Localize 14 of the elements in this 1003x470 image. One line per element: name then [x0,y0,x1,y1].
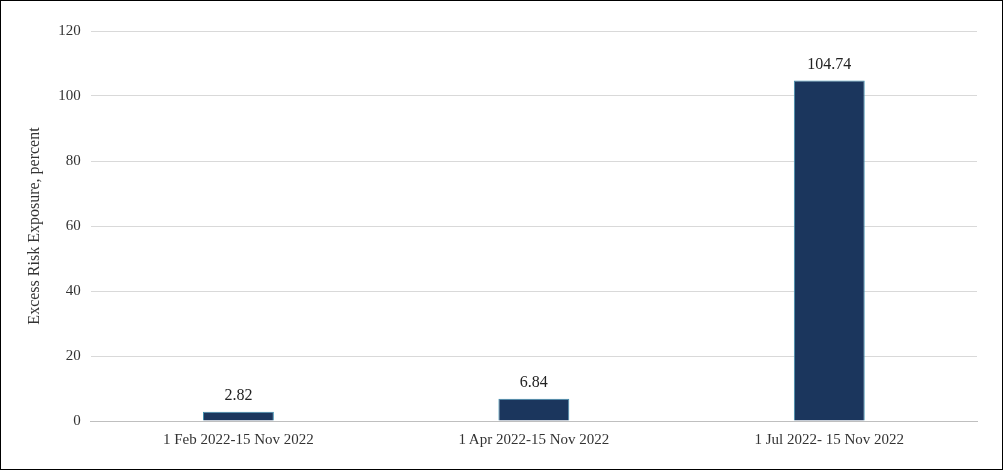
data-label: 104.74 [807,54,852,72]
y-axis-title: Excess Risk Exposure, percent [24,126,43,325]
y-tick-label: 0 [73,411,81,428]
y-tick-label: 80 [65,151,81,168]
y-tick-label: 40 [65,281,81,298]
x-tick-label: 1 Apr 2022-15 Nov 2022 [458,430,610,447]
x-tick-label: 1 Jul 2022- 15 Nov 2022 [754,430,905,447]
data-label: 2.82 [224,386,253,404]
data-label: 6.84 [519,372,548,390]
x-tick-label: 1 Feb 2022-15 Nov 2022 [163,430,314,447]
y-tick-label: 60 [65,216,81,233]
y-tick-label: 100 [58,86,81,103]
y-tick-label: 120 [58,21,81,38]
y-tick-label: 20 [65,346,81,363]
